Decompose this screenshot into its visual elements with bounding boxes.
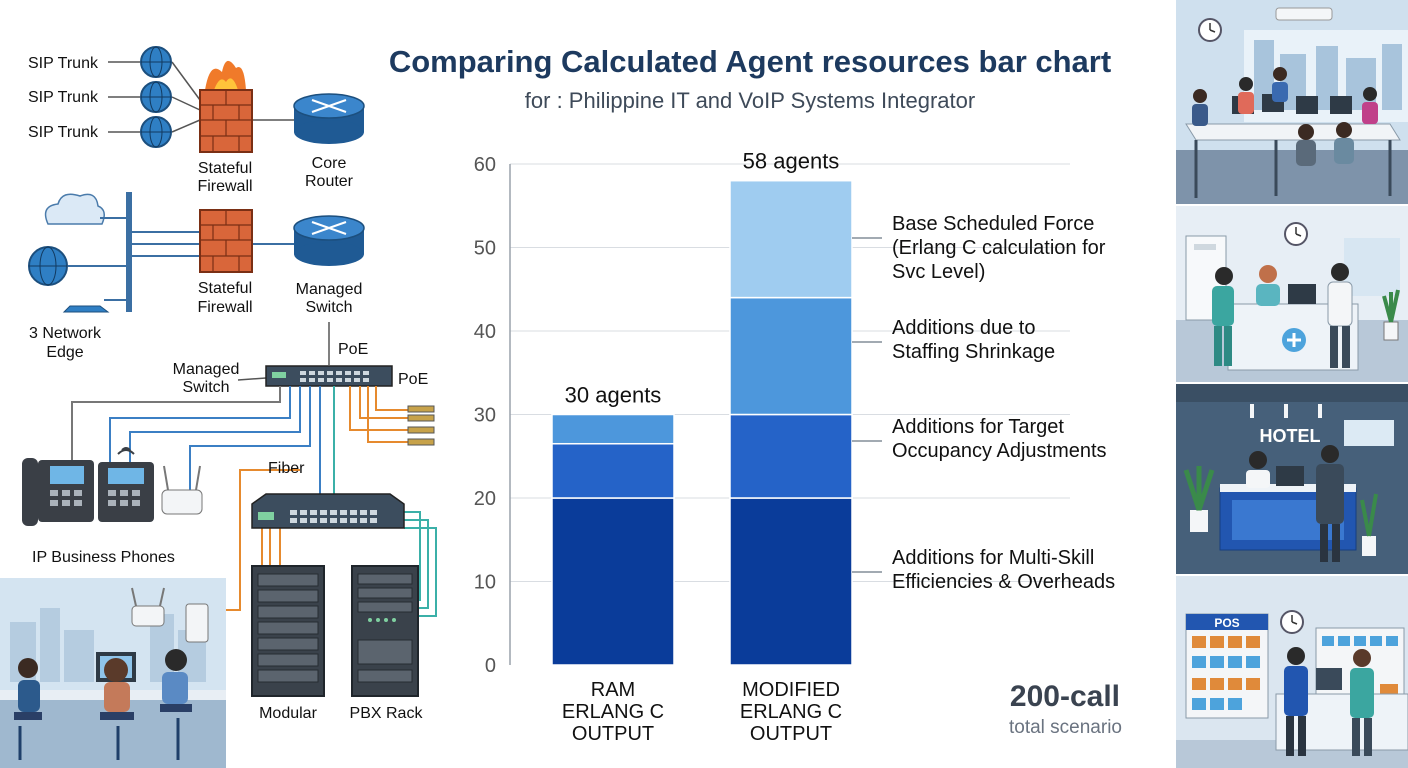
wifi-router-icon bbox=[131, 587, 165, 627]
hotel-sign: HOTEL bbox=[1260, 426, 1321, 446]
fiber-label: Fiber bbox=[268, 460, 305, 477]
plant-icon bbox=[1360, 493, 1378, 556]
cloud-icon bbox=[44, 193, 105, 225]
legend-entry-line: Additions for Multi-Skill bbox=[892, 547, 1095, 569]
person-icon bbox=[160, 649, 192, 712]
person-icon bbox=[14, 658, 42, 720]
category-label: OUTPUT bbox=[572, 723, 654, 745]
bar-segment bbox=[551, 413, 675, 445]
y-tick-label: 60 bbox=[474, 154, 496, 176]
category-label: ERLANG C bbox=[740, 701, 842, 723]
network-edge-label: 3 Network bbox=[29, 325, 102, 342]
scenario-label: total scenario bbox=[1008, 717, 1122, 738]
legend-entry: Additions for Target Occupancy Adjustment… bbox=[892, 415, 1152, 463]
firewall-label: Stateful bbox=[198, 280, 252, 297]
plant-icon bbox=[1183, 466, 1215, 532]
industry-illustrations: HOTEL POS bbox=[1176, 0, 1408, 768]
wifi-router-icon bbox=[161, 465, 203, 515]
bar-segment bbox=[551, 497, 675, 666]
poe-label: PoE bbox=[398, 371, 428, 388]
y-tick-label: 10 bbox=[474, 572, 496, 594]
category-label: ERLANG C bbox=[562, 701, 664, 723]
legend-entry-line: Staffing Shrinkage bbox=[892, 341, 1056, 363]
sip-trunk-label: SIP Trunk bbox=[28, 124, 99, 141]
y-tick-label: 0 bbox=[485, 655, 496, 677]
legend-entry-line: Svc Level) bbox=[892, 261, 986, 283]
firewall-label: Firewall bbox=[197, 178, 252, 195]
server-rack-icon bbox=[351, 565, 419, 697]
switch-label: Switch bbox=[305, 299, 352, 316]
network-edge-label: Edge bbox=[46, 344, 83, 361]
call-center-panel bbox=[1176, 0, 1408, 204]
legend-entry-line: Additions for Target bbox=[892, 416, 1064, 438]
legend-entry: Additions due to Staffing Shrinkage bbox=[892, 316, 1152, 364]
chart-subtitle: for : Philippine IT and VoIP Systems Int… bbox=[524, 88, 976, 113]
y-tick-label: 50 bbox=[474, 238, 496, 260]
sip-trunk-label: SIP Trunk bbox=[28, 55, 99, 72]
globe-icon bbox=[28, 246, 68, 286]
firewall-icon bbox=[199, 209, 253, 273]
bar-total-label: 58 agents bbox=[743, 149, 840, 174]
server-rack-icon bbox=[251, 565, 325, 697]
y-tick-label: 30 bbox=[474, 405, 496, 427]
bar-segment bbox=[551, 442, 675, 499]
router-icon bbox=[293, 93, 365, 144]
switch-label: Managed bbox=[173, 361, 240, 378]
bar-segment bbox=[729, 296, 853, 416]
modular-label: Modular bbox=[259, 705, 317, 722]
legend-entry: Additions for Multi-Skill Efficiencies & … bbox=[892, 546, 1152, 594]
legend-entry-line: Base Scheduled Force bbox=[892, 213, 1095, 235]
access-point-icon bbox=[185, 603, 209, 643]
phone-icon bbox=[98, 447, 154, 522]
pbx-rack-label: PBX Rack bbox=[350, 705, 424, 722]
clinic-panel bbox=[1176, 206, 1408, 382]
bar-segment bbox=[729, 413, 853, 499]
category-label: RAM bbox=[591, 679, 635, 701]
bar-segment bbox=[729, 497, 853, 666]
chart-title: Comparing Calculated Agent resources bar… bbox=[388, 44, 1112, 79]
edge-bus bbox=[126, 192, 132, 312]
retail-panel: POS bbox=[1176, 576, 1408, 768]
legend-entry-line: Additions due to bbox=[892, 317, 1036, 339]
category-label: MODIFIED bbox=[742, 679, 840, 701]
router-label: Core bbox=[312, 155, 347, 172]
y-tick-label: 40 bbox=[474, 321, 496, 343]
globe-icon bbox=[140, 46, 172, 148]
router-label: Router bbox=[305, 173, 354, 190]
poe-label: PoE bbox=[338, 341, 368, 358]
router-icon bbox=[293, 215, 365, 266]
firewall-label: Firewall bbox=[197, 299, 252, 316]
switch-icon bbox=[265, 365, 393, 387]
hotel-logo bbox=[1344, 420, 1394, 446]
ip-phones-label: IP Business Phones bbox=[32, 549, 175, 566]
legend-entry-line: (Erlang C calculation for bbox=[892, 237, 1106, 259]
person-icon bbox=[96, 652, 136, 720]
bar-segment bbox=[729, 179, 853, 299]
legend-entry: Base Scheduled Force (Erlang C calculatio… bbox=[892, 212, 1152, 284]
plant-icon bbox=[1382, 289, 1400, 341]
bar-total-label: 30 agents bbox=[565, 383, 662, 408]
pos-sign: POS bbox=[1214, 616, 1239, 630]
network-diagram: SIP Trunk SIP Trunk SIP Trunk bbox=[22, 46, 437, 722]
legend-entry-line: Efficiencies & Overheads bbox=[892, 571, 1116, 593]
switch-label: Managed bbox=[296, 281, 363, 298]
laptop-icon bbox=[62, 305, 110, 313]
switch-label: Switch bbox=[182, 379, 229, 396]
firewall-icon bbox=[199, 60, 253, 153]
air-conditioner-icon bbox=[1275, 7, 1333, 21]
sip-trunk-label: SIP Trunk bbox=[28, 89, 99, 106]
office-illustration bbox=[0, 578, 226, 768]
switch-icon bbox=[251, 493, 405, 529]
y-tick-label: 20 bbox=[474, 488, 496, 510]
phone-icon bbox=[22, 458, 94, 526]
legend-entry-line: Occupancy Adjustments bbox=[892, 440, 1107, 462]
category-label: OUTPUT bbox=[750, 723, 832, 745]
hotel-panel: HOTEL bbox=[1176, 384, 1408, 574]
firewall-label: Stateful bbox=[198, 160, 252, 177]
scenario-value: 200-call bbox=[1009, 680, 1120, 713]
